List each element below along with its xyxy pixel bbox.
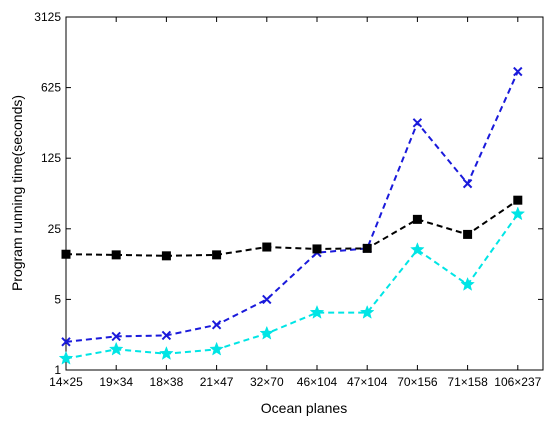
x-tick-label: 14×25 [49, 375, 83, 389]
data-point-cross [211, 320, 222, 330]
data-point-square [212, 250, 222, 260]
data-point-star [108, 341, 124, 356]
x-tick-label: 106×237 [494, 375, 541, 389]
data-point-star [359, 304, 375, 319]
x-axis-label: Ocean planes [261, 400, 347, 416]
y-tick-label: 5 [54, 292, 61, 306]
data-point-cross [161, 330, 172, 341]
plot-frame [65, 16, 544, 371]
data-point-square [312, 244, 322, 254]
data-point-square [513, 195, 523, 205]
data-point-cross [111, 331, 121, 342]
data-point-star [510, 206, 526, 221]
y-tick-label: 3125 [34, 10, 61, 24]
x-tick-label: 46×104 [297, 375, 338, 389]
x-tick-label: 18×38 [150, 375, 184, 389]
data-point-square [161, 251, 171, 261]
x-axis-ticks: 14×25 19×34 18×38 21×47 32×70 46×104 47×104 70×… [49, 17, 542, 389]
series-square [61, 195, 523, 261]
data-point-star [460, 276, 475, 291]
series-layer [58, 66, 526, 365]
x-tick-label: 32×70 [250, 375, 284, 389]
series-line [65, 71, 519, 343]
x-tick-label: 70×156 [397, 375, 438, 389]
data-point-star [309, 304, 325, 319]
data-point-square [463, 229, 473, 239]
data-point-cross [513, 66, 523, 77]
x-tick-label: 21×47 [200, 375, 234, 389]
data-point-star [410, 242, 425, 256]
y-tick-label: 625 [41, 81, 61, 95]
data-point-star [259, 325, 275, 340]
data-point-cross [412, 118, 423, 128]
y-tick-label: 25 [48, 222, 62, 236]
data-point-cross [61, 337, 71, 347]
data-point-cross [262, 294, 272, 305]
data-point-cross [462, 178, 473, 189]
x-tick-label: 71×158 [447, 375, 488, 389]
series-star [58, 206, 526, 365]
y-tick-label: 1 [54, 363, 61, 377]
data-point-star [58, 350, 74, 365]
series-line [65, 199, 519, 257]
x-tick-label: 19×34 [99, 375, 133, 389]
data-point-square [262, 242, 272, 252]
x-tick-label: 47×104 [347, 375, 388, 389]
data-point-star [159, 346, 174, 360]
data-point-square [412, 214, 422, 224]
y-tick-label: 125 [41, 151, 61, 165]
data-point-square [362, 243, 372, 253]
series-cross [61, 66, 523, 347]
y-axis-label: Program running time(seconds) [9, 95, 25, 291]
data-point-star [209, 341, 224, 356]
y-axis-ticks: 1 5 25 125 625 3125 [34, 10, 543, 377]
data-point-square [111, 250, 121, 260]
data-point-square [61, 249, 71, 259]
series-line [65, 213, 519, 360]
